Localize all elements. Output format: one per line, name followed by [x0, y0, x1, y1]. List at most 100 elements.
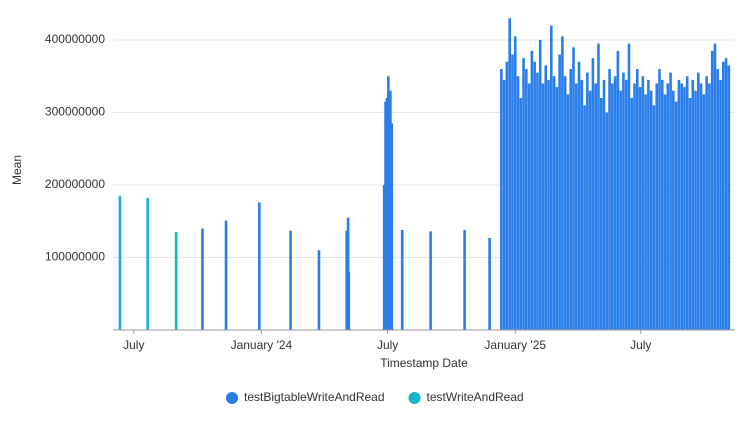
bar — [669, 72, 672, 330]
y-tick-label: 200000000 — [45, 177, 105, 191]
bar — [599, 98, 603, 330]
bar — [627, 43, 631, 330]
bar — [719, 79, 722, 330]
bar — [519, 98, 523, 330]
legend-label: testBigtableWriteAndRead — [244, 390, 385, 404]
bar — [644, 94, 647, 330]
bar — [713, 43, 717, 330]
bar — [624, 79, 628, 330]
x-tick-label: July — [630, 338, 651, 352]
bar — [677, 79, 681, 330]
legend-label: testWriteAndRead — [427, 390, 524, 404]
bar — [702, 94, 706, 330]
bar — [201, 228, 204, 330]
bar — [522, 58, 525, 330]
bar — [586, 72, 589, 330]
bar — [502, 79, 506, 330]
bar — [641, 76, 645, 330]
bar — [660, 79, 664, 330]
x-tick-label: January '25 — [484, 338, 546, 352]
bar — [555, 87, 559, 330]
bar — [572, 47, 575, 330]
bar — [694, 90, 697, 330]
x-tick-label: July — [377, 338, 398, 352]
bar — [583, 105, 586, 330]
bar — [516, 76, 520, 330]
bar — [699, 83, 703, 330]
bar — [347, 272, 351, 330]
bar — [488, 237, 491, 330]
bar — [683, 87, 686, 330]
bar — [619, 90, 622, 330]
bar — [382, 185, 386, 330]
bar — [647, 79, 650, 330]
bar — [638, 87, 642, 330]
bar — [652, 105, 656, 330]
bar — [533, 61, 536, 330]
bar — [390, 123, 394, 330]
y-axis-title: Mean — [10, 155, 24, 185]
bar — [547, 79, 550, 330]
y-tick-label: 300000000 — [45, 105, 105, 119]
bar — [549, 25, 553, 330]
bar — [387, 119, 391, 330]
bar — [566, 94, 570, 330]
bar — [513, 36, 517, 330]
bar — [558, 54, 561, 330]
bar — [666, 83, 670, 330]
bar — [710, 50, 714, 330]
bar — [705, 76, 708, 330]
x-tick-label: January '24 — [231, 338, 293, 352]
bar — [622, 72, 625, 330]
bar — [649, 90, 653, 330]
bar — [663, 94, 667, 330]
legend-marker — [226, 392, 238, 404]
bar — [389, 90, 392, 330]
bar — [505, 61, 509, 330]
bar — [721, 61, 725, 330]
bar — [527, 83, 531, 330]
bar — [500, 69, 503, 330]
bar — [511, 54, 514, 330]
bar — [602, 79, 606, 330]
bar — [708, 83, 711, 330]
bar — [385, 98, 389, 330]
bar — [697, 72, 700, 330]
x-axis-title: Timestamp Date — [380, 356, 468, 370]
bar — [530, 50, 534, 330]
bar — [613, 76, 617, 330]
bar — [672, 90, 675, 330]
bar — [463, 229, 466, 330]
bar — [552, 76, 556, 330]
bar — [538, 40, 542, 330]
bar — [611, 83, 614, 330]
bar — [680, 83, 683, 330]
bar — [544, 65, 548, 330]
bar — [597, 43, 600, 330]
bar — [658, 69, 661, 330]
bar — [616, 50, 620, 330]
bar — [289, 230, 292, 330]
bar — [633, 83, 636, 330]
bar — [541, 83, 545, 330]
y-tick-label: 100000000 — [45, 250, 105, 264]
bar — [580, 79, 584, 330]
bar — [118, 195, 122, 330]
bar — [688, 98, 692, 330]
bar — [577, 61, 581, 330]
bar — [561, 36, 564, 330]
x-tick-label: July — [123, 338, 144, 352]
bar — [588, 90, 592, 330]
bar — [525, 69, 528, 330]
y-tick-label: 400000000 — [45, 32, 105, 46]
bar — [685, 76, 689, 330]
legend-marker — [408, 392, 421, 404]
bar — [594, 83, 597, 330]
bar — [655, 83, 659, 330]
bar — [635, 69, 639, 330]
bar — [429, 231, 432, 330]
bar — [630, 98, 634, 330]
bar — [727, 65, 731, 330]
bar — [384, 101, 387, 330]
